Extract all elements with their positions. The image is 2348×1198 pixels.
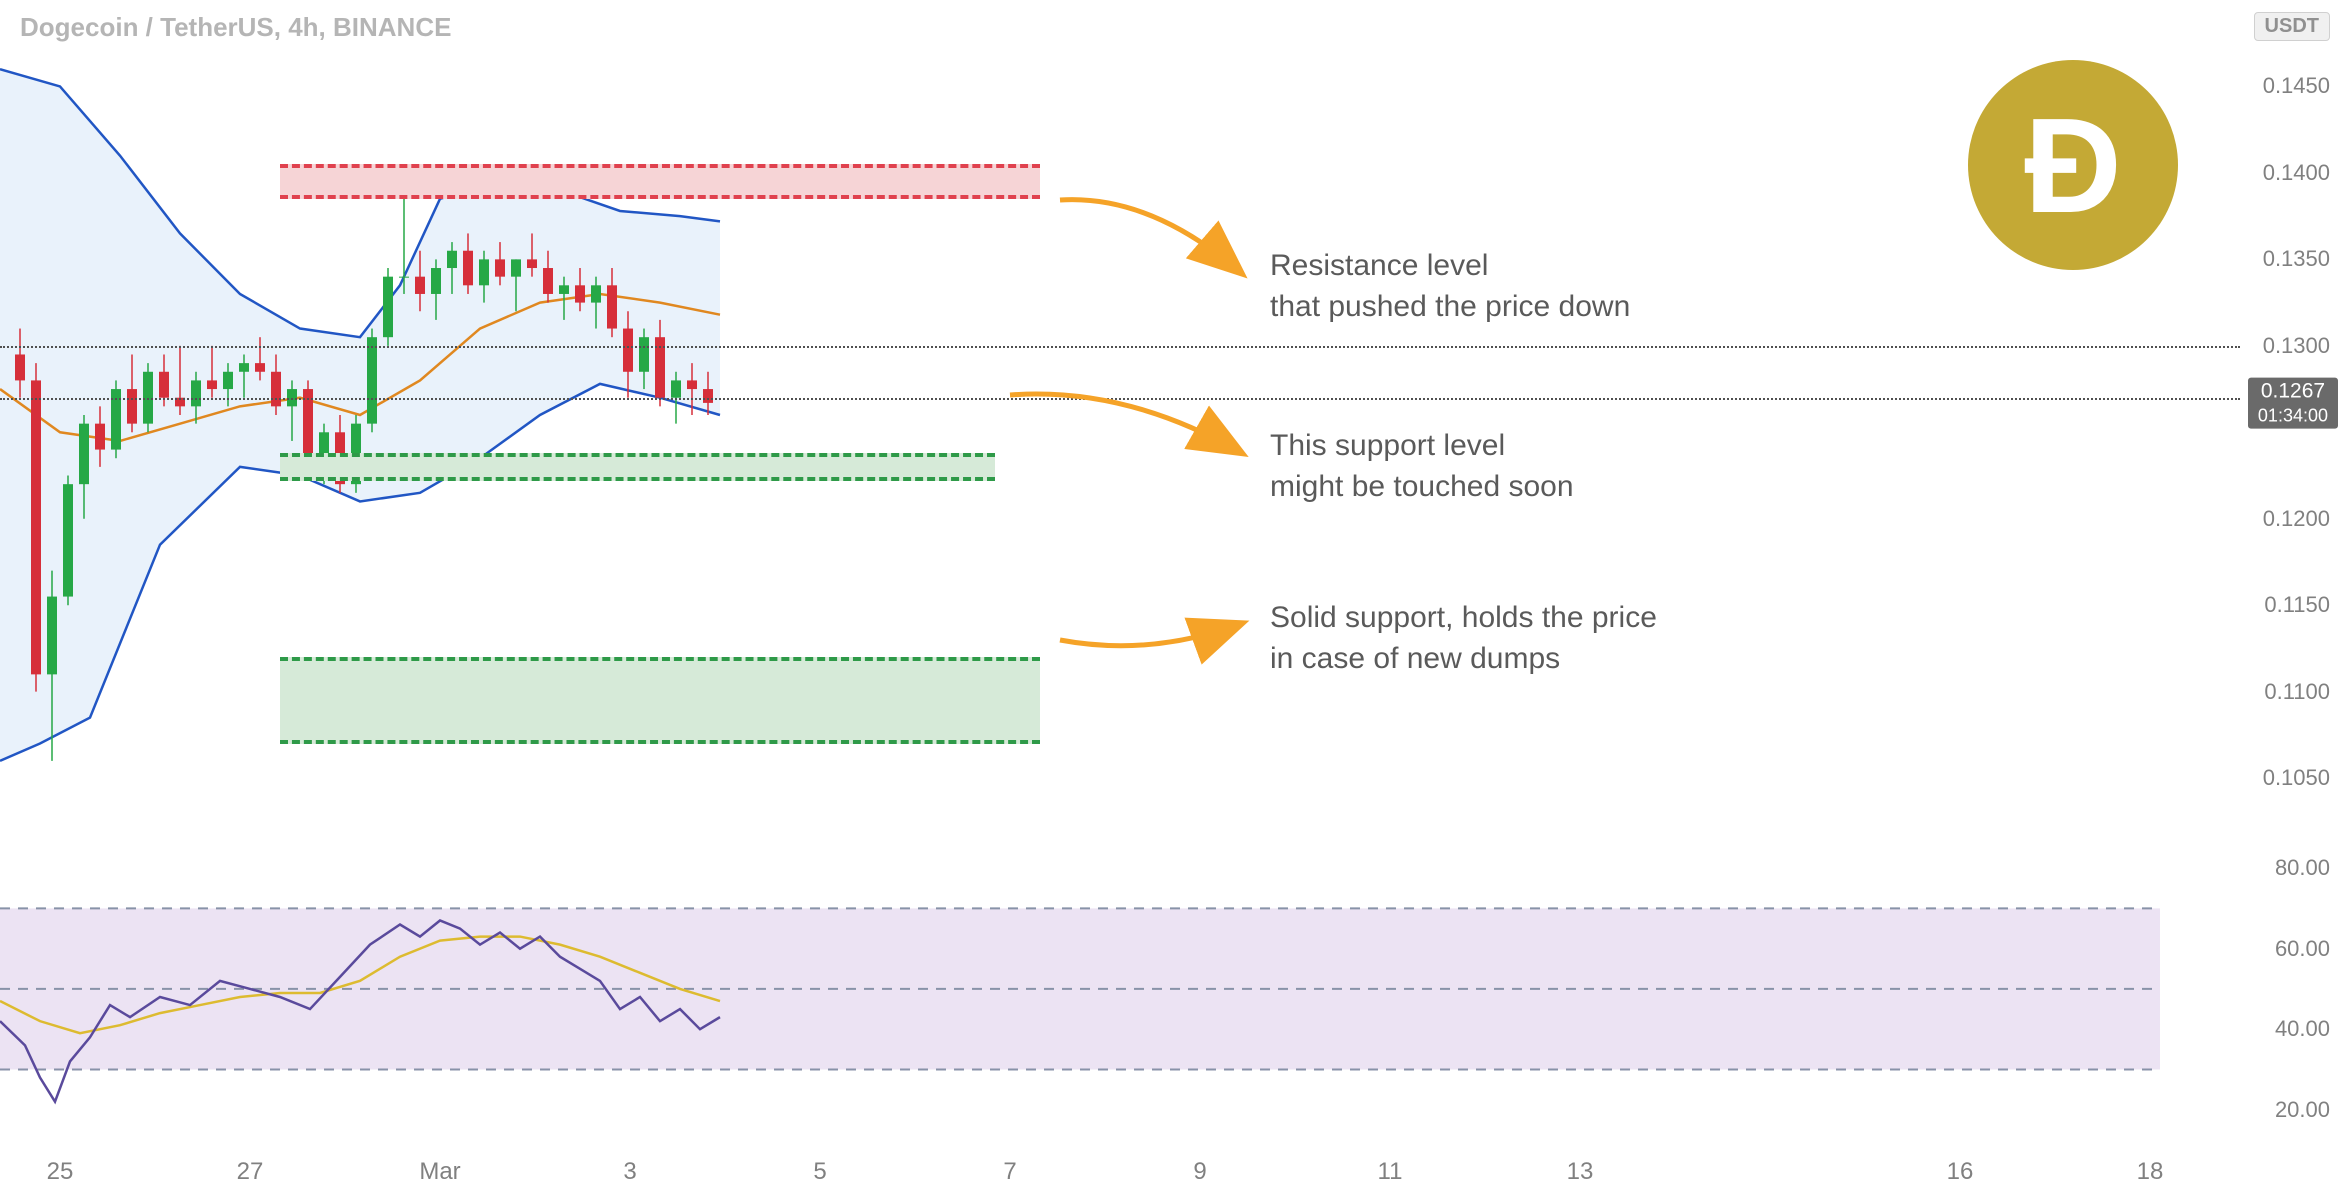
indicator-chart [0,848,2240,1150]
candle [111,380,121,458]
price-tick: 0.1100 [2264,679,2330,705]
time-tick: Mar [419,1158,460,1186]
candle [31,363,41,692]
time-tick: 7 [1003,1158,1016,1186]
price-reference-line [0,346,2240,348]
chart-container: Dogecoin / TetherUS, 4h, BINANCE USDT 0.… [0,0,2348,1198]
indicator-tick: 40.00 [2275,1016,2330,1042]
time-tick: 27 [237,1158,264,1186]
support1-zone [280,453,995,481]
time-tick: 25 [47,1158,74,1186]
support2-zone [280,657,1040,743]
annotation-text: This support levelmight be touched soon [1270,426,1574,507]
resistance-zone [280,164,1040,199]
time-tick: 5 [813,1158,826,1186]
price-reference-line [0,398,2240,400]
time-tick: 13 [1567,1158,1594,1186]
dogecoin-logo-icon: Đ [1968,60,2178,270]
indicator-tick: 80.00 [2275,855,2330,881]
candle [383,268,393,346]
current-price-label: 0.126701:34:00 [2248,378,2338,429]
indicator-tick: 60.00 [2275,936,2330,962]
annotation-text: Solid support, holds the pricein case of… [1270,598,1657,679]
time-tick: 9 [1193,1158,1206,1186]
price-tick: 0.1300 [2263,333,2330,359]
price-tick: 0.1050 [2263,765,2330,791]
price-tick: 0.1400 [2263,160,2330,186]
candle [63,476,73,606]
candle [367,329,377,433]
price-tick: 0.1350 [2263,246,2330,272]
indicator-panel[interactable] [0,848,2240,1150]
price-tick: 0.1150 [2264,592,2330,618]
price-tick: 0.1450 [2263,73,2330,99]
time-tick: 18 [2137,1158,2164,1186]
time-tick: 16 [1947,1158,1974,1186]
price-tick: 0.1200 [2263,506,2330,532]
indicator-axis: 20.00 40.00 60.00 80.00 [2240,848,2348,1150]
indicator-tick: 20.00 [2275,1097,2330,1123]
time-axis: 25 27 Mar 3 5 7 9 11 13 16 18 [0,1148,2240,1198]
time-tick: 11 [1378,1158,1403,1186]
logo-letter: Đ [2024,88,2122,243]
time-tick: 3 [623,1158,636,1186]
annotation-text: Resistance levelthat pushed the price do… [1270,246,1630,327]
